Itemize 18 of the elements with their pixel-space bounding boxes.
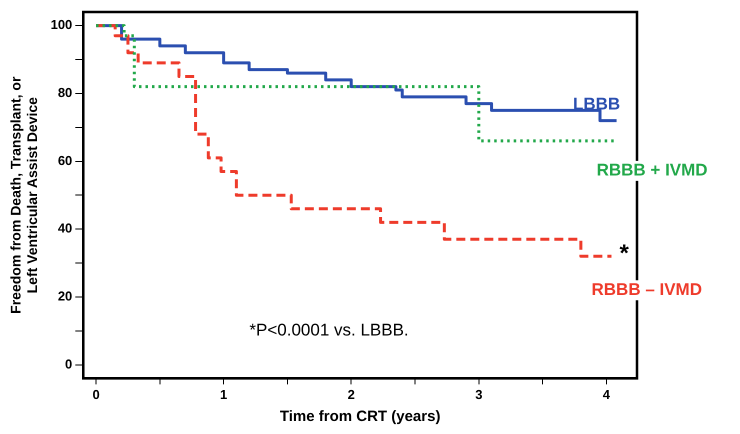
y-tick-label: 60: [58, 152, 72, 168]
x-tick-label: 0: [92, 386, 100, 402]
annotation: *: [619, 240, 630, 267]
x-tick-label: 4: [602, 386, 611, 402]
y-tick-label: 100: [50, 17, 72, 32]
y-tick-label: 80: [58, 85, 72, 100]
y-axis-title: Freedom from Death, Transplant, or Left Ventricular Assist Device: [7, 76, 40, 314]
y-tick-label: 0: [65, 356, 72, 372]
x-tick-label: 3: [475, 386, 482, 402]
x-tick-label: 2: [348, 386, 355, 402]
y-tick-label: 40: [58, 220, 72, 236]
series-label: RBBB – IVMD: [591, 280, 702, 299]
x-axis-title: Time from CRT (years): [280, 408, 440, 426]
annotation: *P<0.0001 vs. LBBB.: [249, 320, 409, 340]
y-tick-label: 20: [58, 288, 72, 304]
series-label: RBBB + IVMD: [596, 160, 708, 180]
series-label: LBBB: [572, 94, 620, 114]
x-tick-label: 1: [220, 386, 228, 402]
